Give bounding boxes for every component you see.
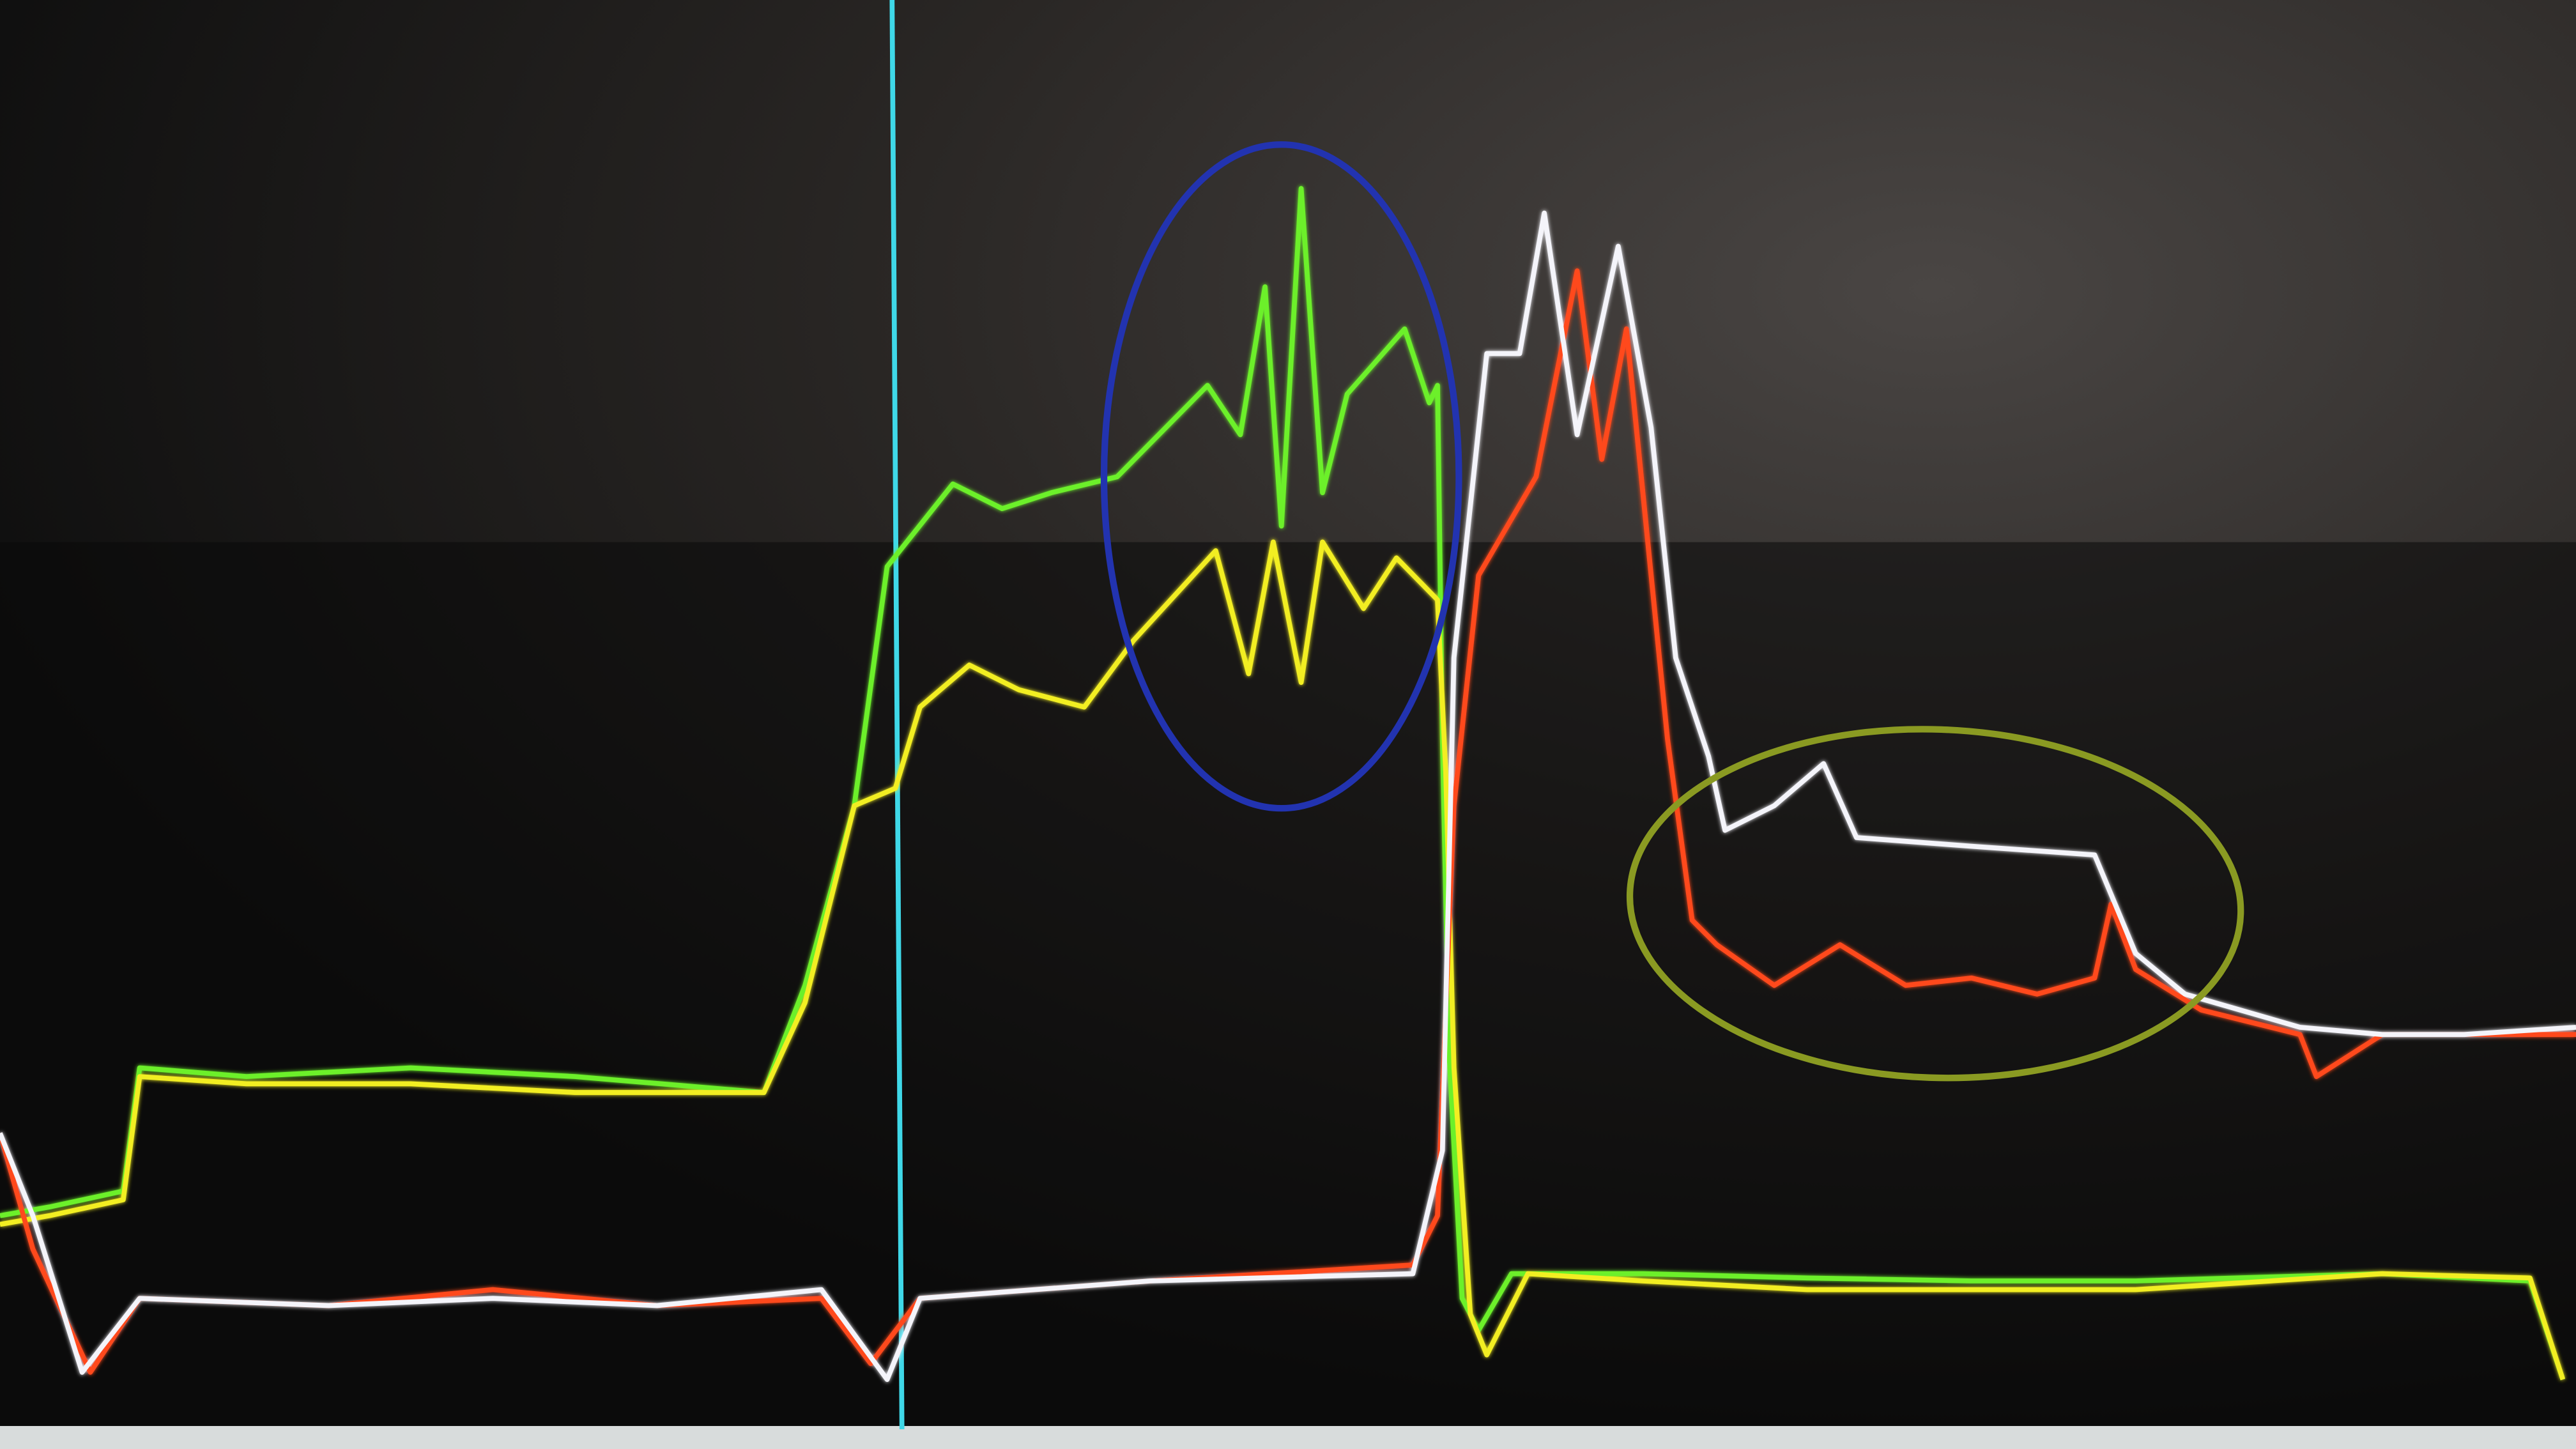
plot <box>0 186 2576 1383</box>
annotation-circle <box>1626 726 2244 1082</box>
series-line <box>0 186 2566 1381</box>
cursor-line <box>889 0 905 1430</box>
dark-band <box>0 542 2576 1430</box>
series-line <box>0 210 2576 1383</box>
screen-edge <box>0 1426 2576 1449</box>
annotation-circle <box>1100 141 1462 812</box>
series-line <box>0 539 2566 1381</box>
